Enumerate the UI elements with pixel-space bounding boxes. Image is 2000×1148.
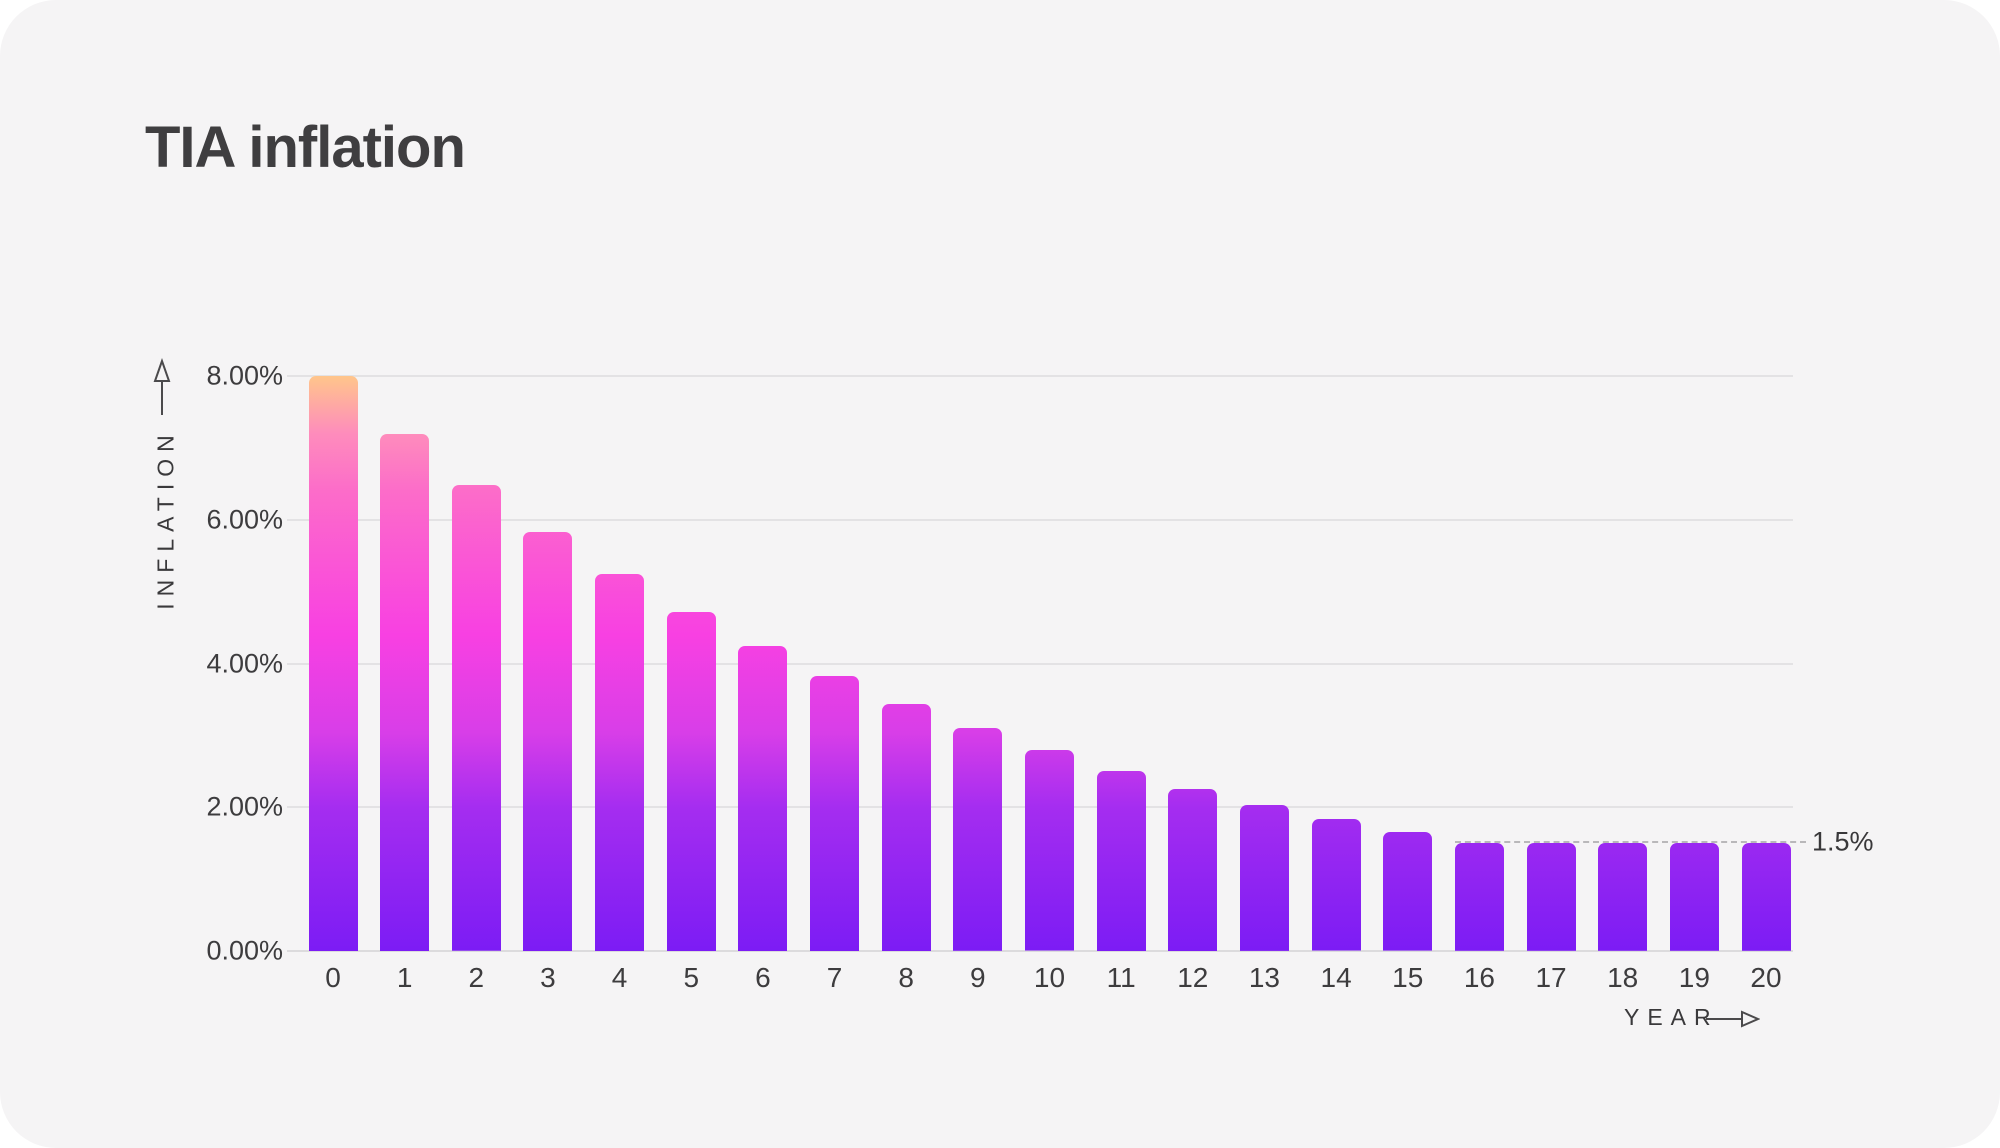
x-axis-right-arrow-icon: [1706, 1010, 1760, 1028]
bar-year-15: [1383, 832, 1433, 951]
inflation-floor-dashed-line: [1455, 841, 1806, 843]
x-tick-label: 16: [1463, 962, 1495, 993]
x-tick-label: 5: [683, 962, 700, 993]
bar-year-10: [1025, 750, 1074, 951]
bar-year-5: [666, 611, 716, 951]
x-tick-label: 4: [611, 962, 628, 993]
gridline-6pct: [287, 518, 1793, 521]
bar-year-19: [1669, 843, 1719, 951]
y-tick-label: 2.00%: [206, 791, 283, 822]
y-tick-label: 0.00%: [206, 935, 283, 966]
x-tick-label: 14: [1320, 962, 1352, 993]
inflation-floor-annotation: 1.5%: [1812, 826, 1874, 857]
y-tick-label: 6.00%: [206, 504, 283, 535]
x-tick-label: 10: [1033, 962, 1066, 993]
bar-year-13: [1239, 805, 1289, 951]
bar-year-20: [1741, 843, 1791, 951]
x-tick-label: 17: [1535, 962, 1567, 993]
x-tick-label: 6: [755, 962, 771, 993]
x-tick-label: 7: [826, 962, 843, 993]
bar-year-16: [1454, 843, 1504, 951]
bar-year-2: [451, 485, 501, 951]
x-tick-label: 18: [1607, 962, 1639, 993]
y-tick-label: 8.00%: [206, 360, 283, 391]
y-tick-label: 4.00%: [206, 648, 283, 678]
bar-year-7: [810, 675, 860, 951]
x-tick-label: 0: [325, 962, 341, 993]
bar-year-4: [595, 573, 645, 951]
x-tick-label: 8: [898, 962, 914, 993]
gridline-4pct: [287, 662, 1793, 665]
x-tick-label: 12: [1177, 962, 1209, 993]
bar-year-18: [1598, 843, 1648, 951]
x-tick-label: 3: [540, 962, 556, 993]
x-tick-label: 13: [1248, 962, 1281, 993]
x-tick-label: 15: [1392, 962, 1424, 993]
bar-year-6: [738, 645, 788, 951]
bar-year-11: [1096, 770, 1146, 951]
gridline-8pct: [287, 375, 1793, 377]
bar-year-9: [953, 728, 1003, 951]
x-tick-label: 1: [396, 962, 413, 993]
bar-year-14: [1311, 819, 1361, 951]
bar-year-12: [1168, 788, 1218, 951]
x-tick-label: 11: [1106, 962, 1136, 993]
bar-year-0: [308, 376, 358, 951]
bar-year-1: [380, 433, 430, 951]
bar-year-17: [1526, 843, 1576, 951]
x-tick-label: 9: [970, 962, 986, 993]
bar-year-8: [881, 703, 931, 951]
gridline-0pct: [287, 950, 1793, 952]
page-title: TIA inflation: [145, 115, 466, 180]
bar-year-3: [523, 531, 573, 951]
x-tick-label: 2: [468, 962, 485, 993]
x-tick-label: 19: [1678, 962, 1710, 993]
x-tick-label: 20: [1750, 962, 1782, 993]
y-axis-up-arrow-icon: [153, 357, 171, 415]
y-axis-label: INFLATION: [152, 428, 179, 610]
x-axis-label: YEAR: [1624, 1004, 1719, 1030]
